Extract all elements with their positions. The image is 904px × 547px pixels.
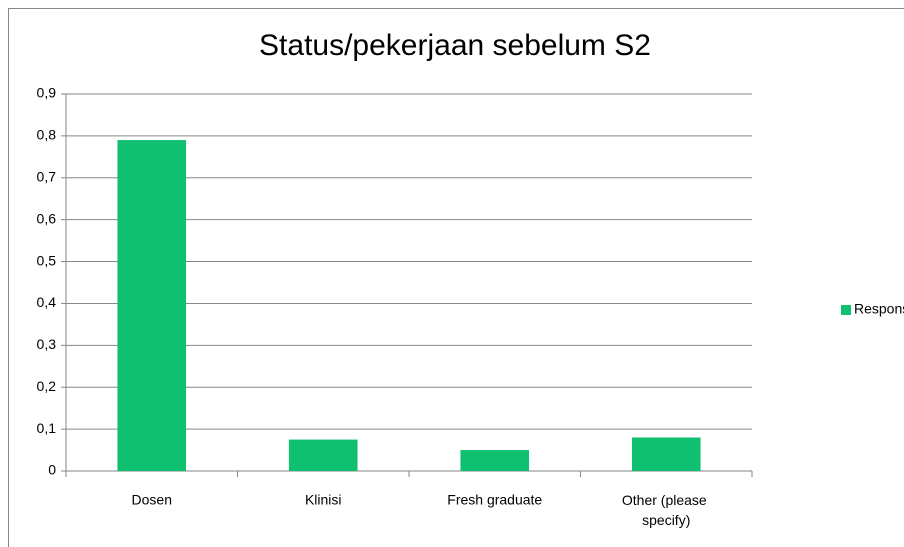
y-tick-label: 0,6 — [37, 210, 57, 226]
bar — [288, 439, 358, 471]
y-tick-label: 0,7 — [37, 168, 57, 184]
bar — [460, 450, 530, 471]
y-tick-label: 0,8 — [37, 127, 57, 143]
y-tick-label: 0,5 — [37, 252, 57, 268]
y-tick-label: 0,1 — [37, 420, 57, 436]
bar — [117, 140, 187, 472]
legend-swatch — [841, 305, 851, 315]
y-tick-label: 0,2 — [37, 378, 57, 394]
y-tick-label: 0 — [48, 462, 56, 478]
y-tick-label: 0,3 — [37, 336, 57, 352]
chart-title: Status/pekerjaan sebelum S2 — [259, 29, 651, 62]
x-tick-label: Fresh graduate — [447, 492, 542, 508]
y-tick-label: 0,9 — [37, 85, 57, 101]
x-tick-label: Dosen — [132, 492, 172, 508]
x-tick-label: Other (please specify) — [622, 492, 711, 528]
y-tick-label: 0,4 — [37, 294, 57, 310]
legend-label: Responses — [854, 301, 904, 317]
bar — [631, 437, 701, 471]
x-tick-label: Klinisi — [305, 492, 342, 508]
